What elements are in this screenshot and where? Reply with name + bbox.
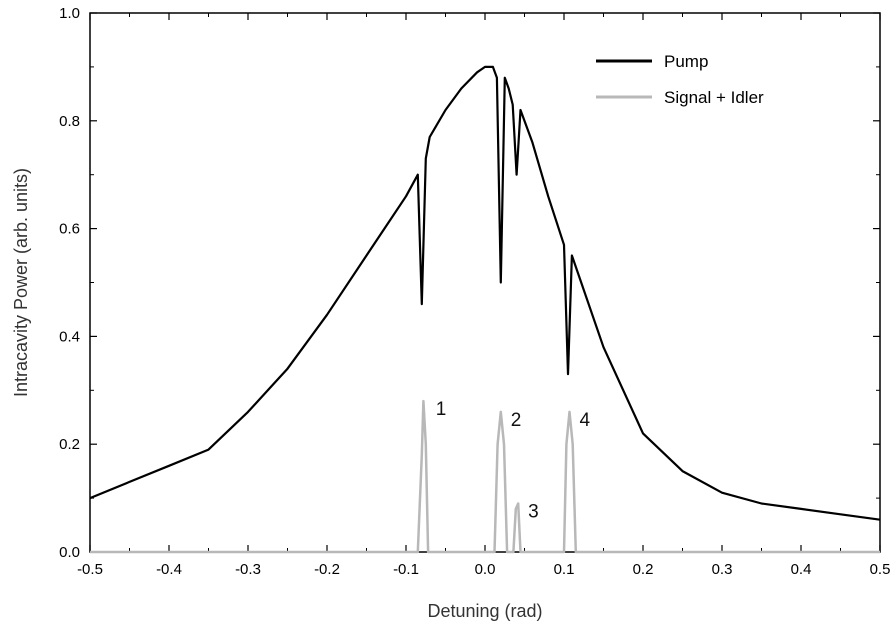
x-tick-label: -0.3 [235,561,261,578]
legend-label: Pump [664,52,708,71]
peak-label-3: 3 [528,501,539,522]
x-tick-label: 0.5 [870,561,891,578]
peak-label-4: 4 [580,410,591,431]
y-tick-label: 1.0 [59,5,80,22]
y-tick-label: 0.8 [59,113,80,130]
y-axis-label: Intracavity Power (arb. units) [11,168,31,397]
x-tick-label: -0.2 [314,561,340,578]
x-tick-label: 0.2 [633,561,654,578]
peak-annotations: 1 2 3 4 [436,399,591,522]
series-lines [89,65,881,554]
y-tick-label: 0.0 [59,544,80,561]
x-tick-label: 0.4 [791,561,812,578]
x-tick-label: 0.0 [475,561,496,578]
x-tick-label: -0.5 [77,561,103,578]
y-tick-label: 0.4 [59,328,80,345]
legend: Pump Signal + Idler [596,52,764,107]
legend-label: Signal + Idler [664,88,764,107]
x-tick-label: -0.4 [156,561,182,578]
tick-labels: -0.5 -0.4 -0.3 -0.2 -0.1 0.0 0.1 0.2 0.3 0.4 0.5 0.… [59,5,890,578]
series-line-pump [89,65,881,521]
series-line-signal-idler [90,399,880,554]
peak-label-1: 1 [436,399,447,420]
y-tick-label: 0.6 [59,221,80,238]
x-tick-label: 0.3 [712,561,733,578]
x-axis-label: Detuning (rad) [427,601,542,621]
x-tick-label: 0.1 [554,561,575,578]
y-tick-label: 0.2 [59,436,80,453]
x-tick-label: -0.1 [393,561,419,578]
peak-label-2: 2 [511,410,522,431]
